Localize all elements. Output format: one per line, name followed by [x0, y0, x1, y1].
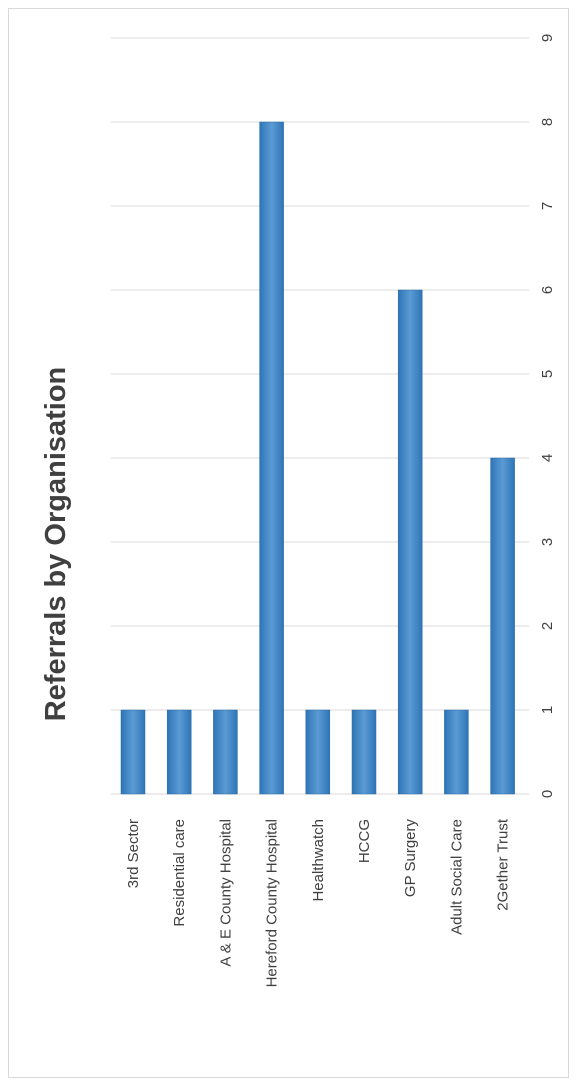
value-tick-label: 4	[539, 454, 556, 462]
category-label: Healthwatch	[310, 819, 327, 902]
value-tick-label: 8	[539, 118, 556, 126]
bar	[397, 289, 423, 795]
bar	[351, 709, 377, 795]
bars	[120, 121, 515, 795]
category-label: 2Gether Trust	[495, 818, 512, 911]
gridlines	[111, 37, 529, 711]
value-tick-label: 1	[539, 706, 556, 714]
value-tick-label: 3	[539, 538, 556, 546]
value-tick-label: 6	[539, 286, 556, 294]
category-label: A & E County Hospital	[217, 819, 234, 967]
category-label: HCCG	[356, 819, 373, 863]
value-axis-labels: 0 1 2 3 4 5 6 7 8 9	[539, 34, 556, 798]
value-tick-label: 0	[539, 790, 556, 798]
category-label: GP Surgery	[402, 819, 419, 898]
chart-title: Referrals by Organisation	[40, 367, 72, 722]
value-tick-label: 7	[539, 202, 556, 210]
bar	[166, 709, 192, 795]
value-tick-label: 9	[539, 34, 556, 42]
bar	[305, 709, 331, 795]
value-tick-label: 2	[539, 622, 556, 630]
category-label: 3rd Sector	[125, 819, 142, 888]
category-labels: 3rd Sector Residential care A & E County H…	[125, 818, 512, 987]
category-label: Residential care	[171, 819, 188, 927]
bar	[213, 709, 238, 795]
bar-chart: Referrals by Organisation 0 1 2 3 4 5 6 7 8 9 3rd…	[40, 34, 556, 988]
category-label: Hereford County Hospital	[264, 819, 281, 987]
bar	[444, 709, 469, 795]
bar	[120, 709, 146, 795]
bar	[259, 121, 284, 795]
category-label: Adult Social Care	[448, 819, 465, 935]
value-tick-label: 5	[539, 370, 556, 378]
bar	[490, 457, 515, 795]
chart-frame: Referrals by Organisation 0 1 2 3 4 5 6 7 8 9 3rd…	[8, 8, 569, 1078]
